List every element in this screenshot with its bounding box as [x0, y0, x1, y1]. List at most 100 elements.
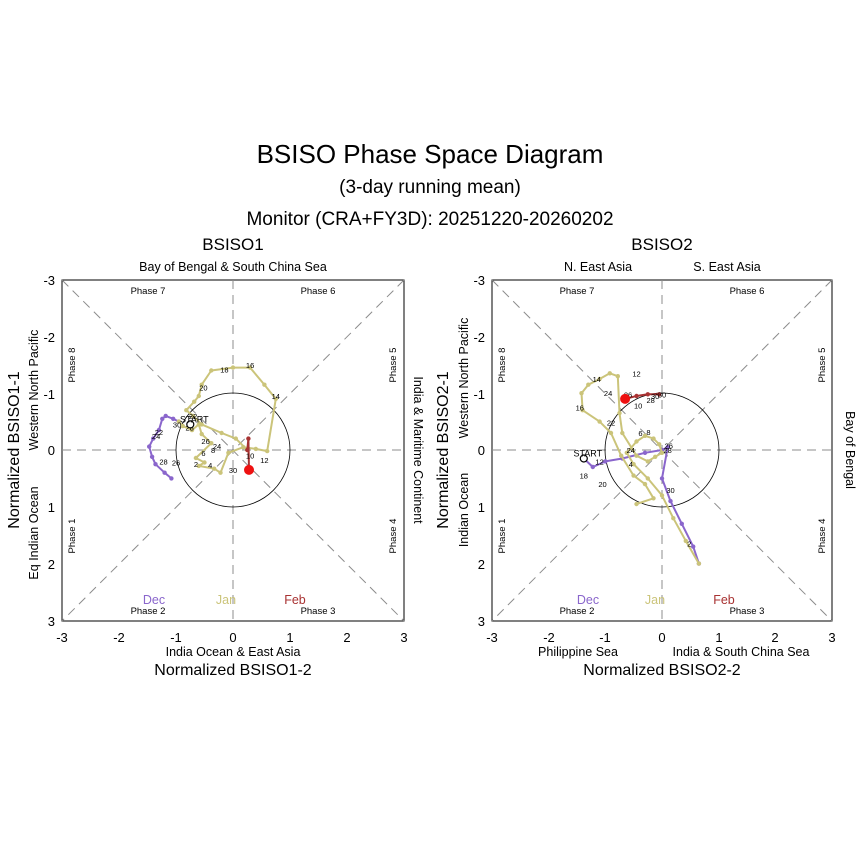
y-axis-label: Normalized BSISO2-1 [435, 371, 452, 528]
series-point-jan [651, 436, 656, 441]
region-right: India & Maritime Continent [411, 376, 425, 524]
day-label: 10 [634, 402, 642, 411]
day-label: 28 [159, 457, 167, 466]
day-label: 30 [658, 390, 666, 399]
y-ticks: -3 -2 -1 0 1 2 3 [43, 273, 55, 629]
series-point-dec [151, 436, 156, 441]
series-point-jan [180, 423, 185, 429]
series-point-jan [579, 391, 584, 396]
region-right: Bay of Bengal [843, 411, 857, 489]
series-point-jan [642, 481, 648, 487]
series-point-jan [653, 454, 658, 459]
series-point-jan [624, 450, 629, 455]
series-point-jan [193, 455, 199, 461]
figure-subtitle: (3-day running mean) [339, 177, 521, 198]
series-point-jan [253, 446, 258, 452]
day-label: 18 [220, 365, 228, 374]
phase-2-label: Phase 2 [560, 606, 595, 617]
x-tick: 0 [658, 630, 665, 645]
x-tick: 1 [286, 630, 293, 645]
series-point-jan [657, 442, 662, 447]
series-point-dec [171, 416, 176, 421]
phase-7-label: Phase 7 [560, 286, 595, 297]
series-point-jan [696, 561, 702, 566]
day-label: 14 [593, 375, 601, 384]
series-point-jan [645, 476, 650, 481]
series-point-dec [659, 476, 665, 481]
y-tick: 2 [478, 557, 485, 572]
month-feb: Feb [713, 593, 735, 607]
end-marker [620, 393, 631, 404]
series-point-jan [615, 374, 620, 379]
day-label: 22 [607, 419, 615, 428]
series-point-jan [607, 371, 612, 376]
series-point-jan [634, 453, 639, 458]
day-label: 12 [632, 369, 640, 378]
day-label: 2 [194, 460, 198, 469]
series-point-jan [176, 419, 181, 424]
series-point-dec [590, 464, 595, 470]
region-top-right: S. East Asia [693, 260, 760, 274]
day-label: 18 [580, 472, 588, 481]
series-point-jan [218, 470, 223, 475]
series-point-feb [634, 393, 639, 399]
series-point-dec [162, 470, 167, 475]
series-point-jan [241, 445, 246, 450]
series-point-jan [651, 496, 656, 501]
series-point-jan [597, 376, 602, 382]
series-point-jan [184, 408, 189, 413]
monitor-period: Monitor (CRA+FY3D): 20251220-20260202 [246, 209, 613, 230]
series-line-jan [580, 372, 700, 565]
x-tick: -1 [170, 630, 182, 645]
series-point-jan [199, 422, 204, 427]
region-bottom-left: Philippine Sea [538, 645, 618, 659]
y-tick: -1 [43, 387, 55, 402]
series-point-jan [196, 463, 201, 469]
region-bottom-right: India & South China Sea [673, 645, 810, 659]
region-top-left: N. East Asia [564, 260, 632, 274]
day-label: 22 [189, 412, 197, 421]
y-tick: -2 [473, 330, 485, 345]
series-point-jan [659, 493, 665, 498]
x-tick: -2 [543, 630, 555, 645]
unit-circle [175, 392, 291, 508]
series-point-jan [209, 368, 214, 373]
day-label: 26 [624, 390, 632, 399]
x-tick: -2 [113, 630, 125, 645]
day-label: 4 [208, 461, 212, 470]
series-point-jan [209, 441, 214, 446]
y-tick: -3 [473, 273, 485, 288]
series-point-feb [645, 392, 650, 397]
y-ticks: -3 -2 -1 0 1 2 3 [473, 273, 485, 629]
series-point-jan [617, 410, 622, 416]
series-point-jan [683, 538, 688, 544]
series-point-feb [657, 392, 662, 397]
series-point-feb [245, 447, 250, 453]
day-label: 2 [687, 540, 691, 549]
series-point-jan [659, 450, 665, 455]
month-dec: Dec [143, 593, 165, 607]
series-point-jan [631, 473, 636, 478]
day-label: 24 [627, 446, 635, 455]
series-point-dec [665, 445, 670, 450]
region-left-lower: Indian Ocean [457, 473, 471, 547]
month-dec: Dec [577, 593, 599, 607]
day-label: 26 [201, 437, 209, 446]
series-point-dec [679, 521, 684, 526]
day-label: 10 [246, 452, 254, 461]
series-point-jan [642, 433, 648, 438]
series-point-dec [668, 498, 673, 504]
series-point-jan [230, 365, 236, 370]
start-label: START [573, 449, 602, 459]
region-left-upper: Western North Pacific [27, 330, 41, 451]
day-label: 20 [598, 480, 606, 489]
x-tick: 2 [343, 630, 350, 645]
x-tick: 2 [771, 630, 778, 645]
series-point-jan [608, 430, 614, 436]
day-label: 30 [651, 392, 659, 401]
unit-circle [604, 392, 720, 508]
end-marker [244, 464, 254, 475]
series-point-dec [160, 416, 165, 421]
